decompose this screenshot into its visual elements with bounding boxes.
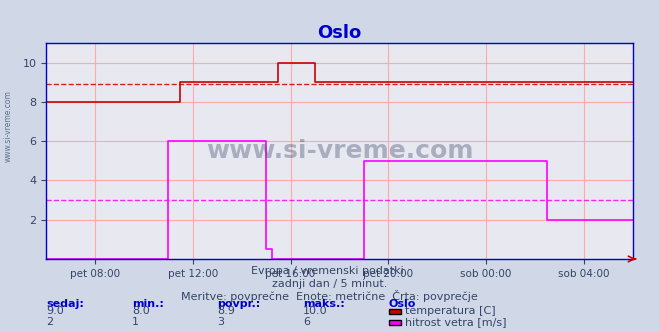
Text: temperatura [C]: temperatura [C] [405, 306, 496, 316]
Text: sedaj:: sedaj: [46, 299, 84, 309]
Text: 9.0: 9.0 [46, 306, 64, 316]
Text: Evropa / vremenski podatki.: Evropa / vremenski podatki. [251, 266, 408, 276]
Text: 3: 3 [217, 317, 225, 327]
Text: 8.0: 8.0 [132, 306, 150, 316]
Text: 10.0: 10.0 [303, 306, 328, 316]
Text: Oslo: Oslo [389, 299, 416, 309]
Text: 1: 1 [132, 317, 139, 327]
Text: min.:: min.: [132, 299, 163, 309]
Text: hitrost vetra [m/s]: hitrost vetra [m/s] [405, 317, 507, 327]
Title: Oslo: Oslo [317, 24, 362, 42]
Text: 8.9: 8.9 [217, 306, 235, 316]
Text: 2: 2 [46, 317, 53, 327]
Text: www.si-vreme.com: www.si-vreme.com [3, 90, 13, 162]
Text: 6: 6 [303, 317, 310, 327]
Text: Meritve: povprečne  Enote: metrične  Črta: povprečje: Meritve: povprečne Enote: metrične Črta:… [181, 290, 478, 302]
Text: zadnji dan / 5 minut.: zadnji dan / 5 minut. [272, 279, 387, 289]
Text: www.si-vreme.com: www.si-vreme.com [206, 139, 473, 163]
Text: povpr.:: povpr.: [217, 299, 261, 309]
Text: maks.:: maks.: [303, 299, 345, 309]
